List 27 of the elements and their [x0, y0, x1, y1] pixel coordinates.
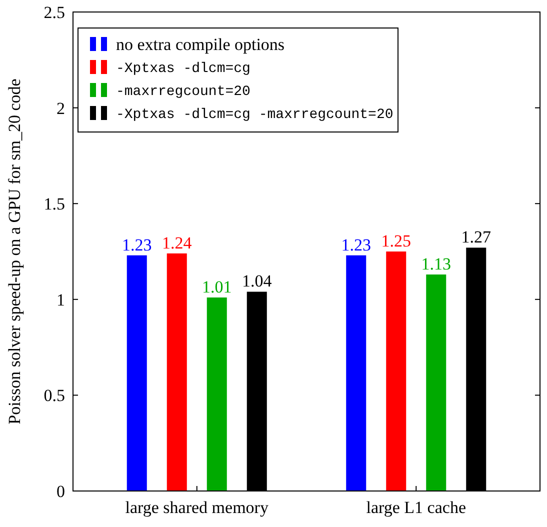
- data-label: 1.24: [162, 233, 192, 252]
- y-tick-label: 0.5: [44, 386, 65, 406]
- data-label: 1.13: [421, 254, 451, 274]
- y-tick-label: 2.5: [44, 2, 65, 22]
- x-tick-label: large shared memory: [125, 498, 269, 517]
- y-axis-title: Poisson solver speed-up on a GPU for sm_20 code: [5, 78, 24, 424]
- legend-label: -Xptxas -dlcm=cg: [116, 60, 250, 77]
- data-label: 1.27: [461, 228, 492, 247]
- y-tick-label: 1: [56, 290, 65, 310]
- bar: [206, 297, 227, 491]
- data-label: 1.23: [341, 235, 371, 254]
- data-label: 1.25: [381, 232, 411, 250]
- data-label: 1.23: [122, 235, 152, 254]
- data-label: 1.01: [202, 277, 232, 296]
- y-tick-label: 0: [56, 482, 65, 501]
- y-tick-label: 1.5: [44, 194, 65, 214]
- bar: [346, 255, 366, 491]
- legend-label: no extra compile options: [116, 34, 285, 54]
- bar: [386, 252, 406, 491]
- legend-label: -maxrregcount=20: [116, 84, 250, 100]
- data-label: 1.04: [242, 272, 272, 291]
- bar: [126, 255, 147, 491]
- bar: [166, 253, 187, 491]
- y-tick-label: 2: [56, 98, 65, 118]
- x-tick-label: large L1 cache: [366, 498, 466, 517]
- bar: [426, 274, 446, 491]
- legend-label: -Xptxas -dlcm=cg -maxrregcount=20: [116, 106, 394, 123]
